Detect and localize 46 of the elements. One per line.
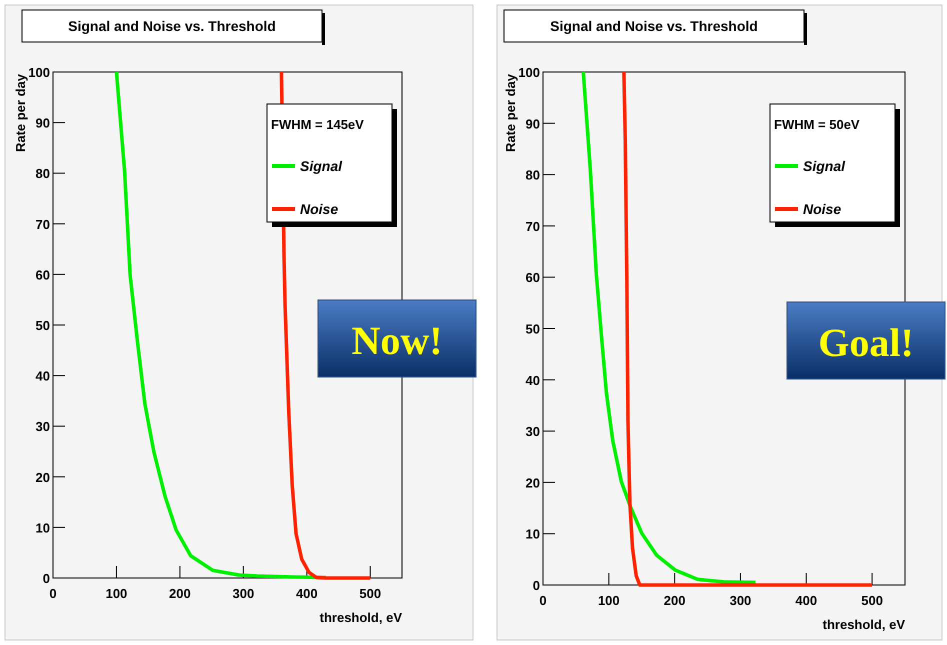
- x-tick-label: 400: [296, 586, 318, 601]
- y-tick-label: 30: [526, 424, 540, 440]
- y-tick-label: 80: [36, 166, 50, 182]
- legend-label: Signal: [803, 158, 846, 174]
- y-axis-title: Rate per day: [503, 73, 518, 152]
- legend-title: FWHM = 50eV: [774, 117, 860, 132]
- annotation: Goal!: [818, 320, 914, 365]
- x-tick-label: 300: [232, 586, 254, 601]
- chart-title: Signal and Noise vs. Threshold: [68, 18, 276, 34]
- legend-title: FWHM = 145eV: [271, 117, 364, 132]
- x-tick-label: 400: [795, 593, 818, 608]
- y-tick-label: 100: [28, 65, 50, 80]
- annotation: Now!: [351, 318, 443, 363]
- y-tick-label: 70: [526, 218, 540, 234]
- y-tick-label: 20: [36, 470, 50, 485]
- y-tick-label: 10: [36, 520, 50, 536]
- x-tick-label: 500: [359, 586, 382, 601]
- y-tick-label: 40: [36, 368, 50, 384]
- legend-label: Noise: [300, 201, 338, 217]
- x-axis-title: threshold, eV: [822, 617, 906, 632]
- y-tick-label: 70: [36, 216, 50, 232]
- x-tick-label: 300: [730, 593, 752, 608]
- line-series: [582, 70, 758, 584]
- x-tick-label: 100: [598, 593, 620, 608]
- x-axis-title: threshold, eV: [320, 610, 402, 625]
- x-tick-label: 500: [861, 593, 883, 608]
- y-tick-label: 50: [526, 322, 540, 336]
- y-tick-label: 10: [526, 526, 540, 542]
- legend-label: Noise: [803, 201, 842, 217]
- y-tick-label: 40: [526, 372, 540, 388]
- y-axis-title: Rate per day: [13, 73, 28, 152]
- x-tick-label: 100: [106, 586, 128, 601]
- y-tick-label: 0: [42, 571, 50, 586]
- y-tick-label: 80: [526, 168, 540, 183]
- y-tick-label: 60: [36, 267, 50, 282]
- y-tick-label: 30: [36, 419, 50, 434]
- y-tick-label: 100: [518, 65, 540, 80]
- x-tick-label: 200: [169, 586, 191, 601]
- y-tick-label: 60: [526, 270, 540, 286]
- y-tick-label: 90: [36, 116, 50, 131]
- chart-title: Signal and Noise vs. Threshold: [550, 18, 758, 34]
- y-tick-label: 50: [36, 318, 50, 333]
- y-tick-label: 90: [526, 116, 540, 132]
- y-tick-label: 20: [526, 475, 540, 490]
- legend-label: Signal: [300, 158, 344, 174]
- x-tick-label: 200: [664, 593, 686, 608]
